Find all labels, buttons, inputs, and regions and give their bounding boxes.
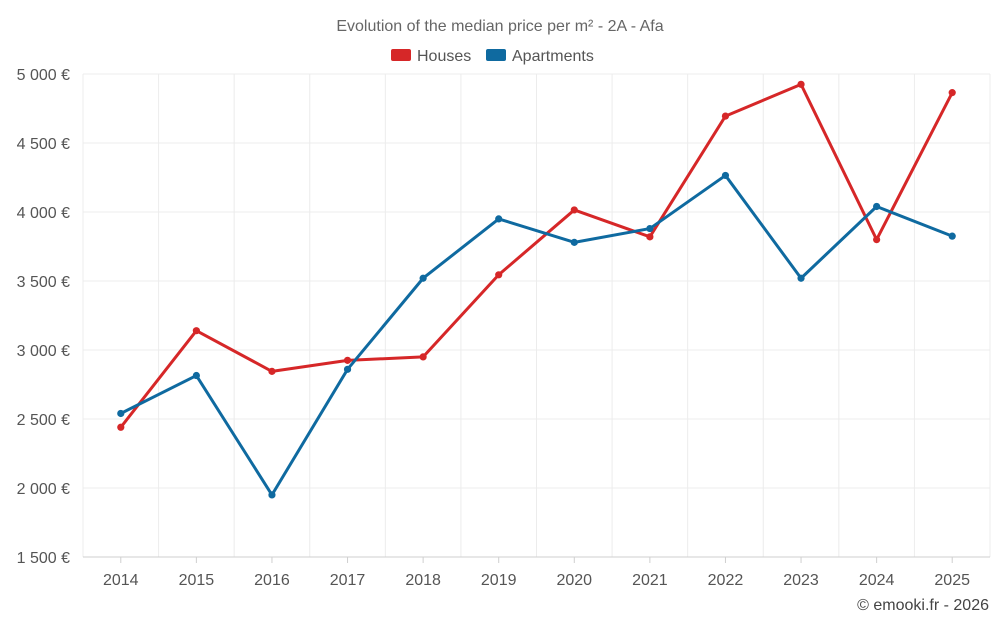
data-point-apartments[interactable]: [268, 491, 276, 499]
x-tick-label: 2018: [405, 572, 441, 589]
data-point-houses[interactable]: [192, 327, 200, 335]
axes: 1 500 € 2 000 € 2 500 € 3 000 € 3 500 € 4 000…: [17, 67, 990, 589]
data-point-houses[interactable]: [117, 423, 125, 431]
data-point-apartments[interactable]: [873, 202, 881, 211]
y-tick-label: 1 500 €: [17, 550, 70, 567]
data-point-apartments[interactable]: [192, 371, 200, 380]
series-line-apartments: [119, 173, 954, 497]
data-point-houses[interactable]: [948, 89, 956, 97]
data-point-houses[interactable]: [495, 271, 503, 279]
legend-swatch-houses: [391, 49, 411, 61]
y-tick-label: 4 500 €: [17, 136, 70, 153]
data-point-apartments[interactable]: [343, 365, 352, 373]
y-tick-label: 5 000 €: [17, 67, 70, 84]
data-point-houses[interactable]: [721, 112, 730, 120]
data-point-apartments[interactable]: [117, 409, 125, 418]
x-tick-label: 2014: [103, 572, 139, 589]
x-tick-label: 2015: [179, 572, 215, 589]
data-point-houses[interactable]: [419, 353, 427, 361]
x-tick-label: 2016: [254, 572, 290, 589]
legend-item-apartments[interactable]: Apartments: [486, 48, 594, 65]
x-tick-label: 2023: [783, 572, 819, 589]
data-point-apartments[interactable]: [797, 274, 805, 282]
y-tick-label: 2 000 €: [17, 481, 70, 498]
series-layer: [117, 80, 956, 499]
legend-item-houses[interactable]: Houses: [391, 48, 471, 65]
y-tick-label: 3 500 €: [17, 274, 70, 291]
credit-text: © emooki.fr - 2026: [857, 597, 989, 614]
series-line-houses: [119, 82, 954, 429]
data-point-houses[interactable]: [268, 367, 276, 375]
grid: [82, 73, 991, 557]
legend[interactable]: Houses Apartments: [391, 48, 594, 65]
legend-swatch-apartments: [486, 49, 506, 61]
x-tick-label: 2020: [556, 572, 592, 589]
y-tick-label: 3 000 €: [17, 343, 70, 360]
x-tick-label: 2017: [330, 572, 366, 589]
x-tick-label: 2021: [632, 572, 668, 589]
x-tick-label: 2019: [481, 572, 517, 589]
legend-label-apartments: Apartments: [512, 48, 594, 65]
x-tick-label: 2025: [934, 572, 970, 589]
data-point-houses[interactable]: [646, 233, 654, 241]
x-tick-label: 2022: [708, 572, 744, 589]
data-point-houses[interactable]: [797, 80, 805, 88]
y-tick-label: 2 500 €: [17, 412, 70, 429]
data-point-apartments[interactable]: [495, 215, 503, 223]
data-point-houses[interactable]: [343, 356, 352, 364]
data-point-apartments[interactable]: [419, 274, 427, 282]
x-tick-label: 2024: [859, 572, 895, 589]
data-point-apartments[interactable]: [948, 232, 956, 240]
data-point-apartments[interactable]: [721, 171, 730, 180]
y-tick-label: 4 000 €: [17, 205, 70, 222]
data-point-apartments[interactable]: [646, 224, 654, 233]
data-point-apartments[interactable]: [570, 238, 578, 246]
chart-title: Evolution of the median price per m² - 2…: [336, 18, 663, 35]
data-point-houses[interactable]: [570, 206, 578, 214]
data-point-houses[interactable]: [873, 236, 881, 244]
legend-label-houses: Houses: [417, 48, 471, 65]
